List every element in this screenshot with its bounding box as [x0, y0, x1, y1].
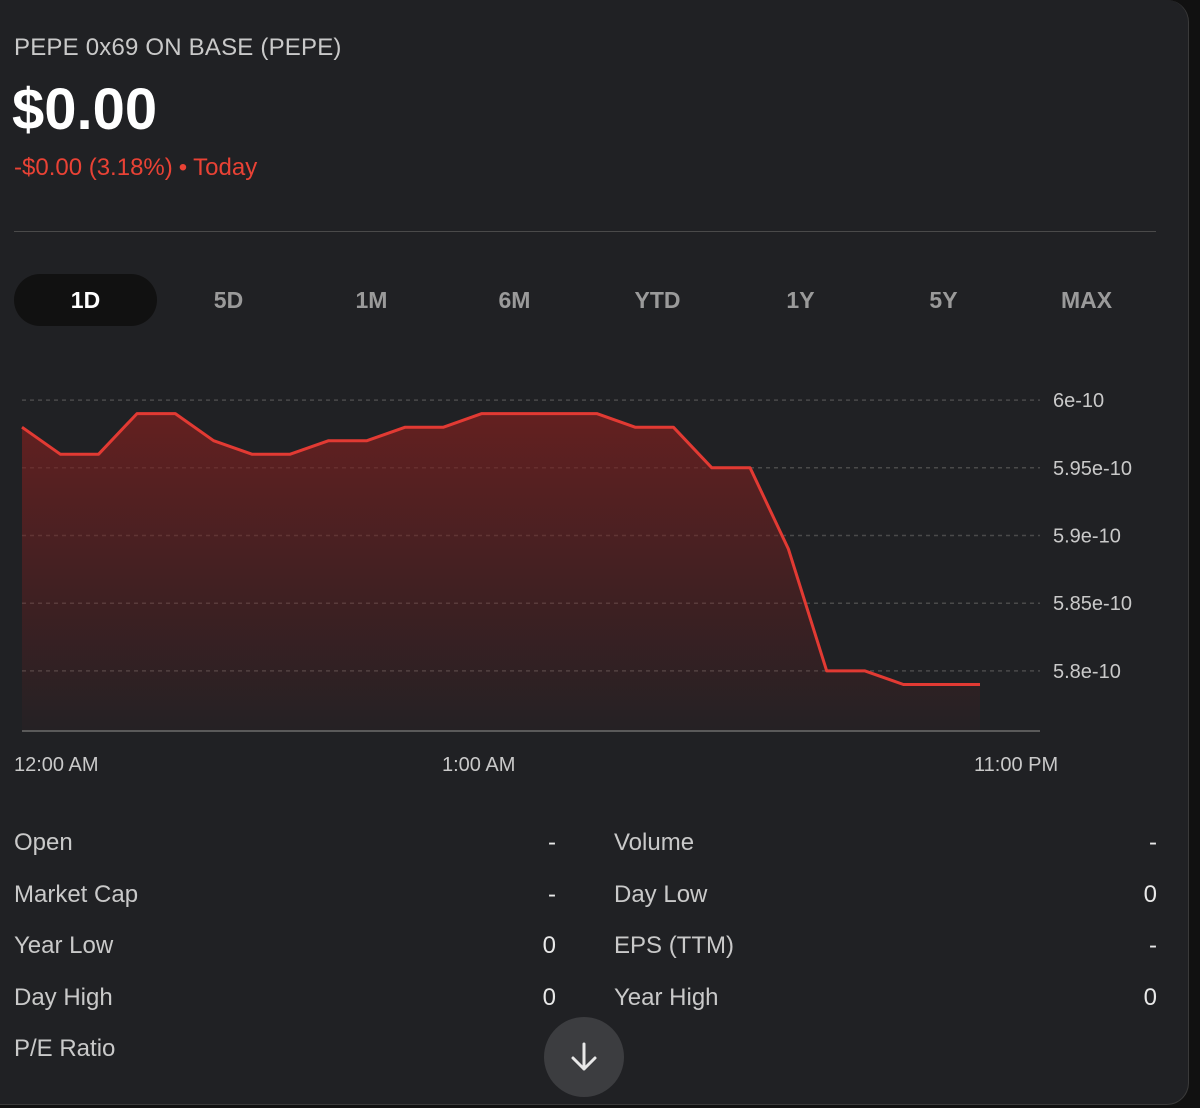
range-tab-1d[interactable]: 1D — [14, 274, 157, 326]
stat-day-high-value: 0 — [542, 984, 556, 1011]
y-tick-label: 6e-10 — [1053, 390, 1104, 412]
stat-day-high-label: Day High — [14, 984, 113, 1011]
stat-volume-value: - — [1149, 829, 1157, 856]
stat-year-high-value: 0 — [1143, 984, 1157, 1011]
stat-market-cap-label: Market Cap — [14, 881, 139, 908]
stat-year-low-value: 0 — [542, 932, 556, 959]
range-tab-1m[interactable]: 1M — [355, 286, 388, 313]
stat-day-low-value: 0 — [1143, 881, 1157, 908]
price-chart[interactable]: 6e-10 5.95e-10 5.9e-10 5.85e-10 5.8e-10 — [0, 340, 1160, 740]
chart-price-line — [21, 412, 980, 686]
chart-area-fill — [22, 413, 980, 731]
stat-open-label: Open — [14, 829, 73, 856]
arrow-down-icon — [571, 1042, 597, 1071]
asset-name: PEPE 0x69 ON BASE (PEPE) — [14, 34, 342, 61]
change-separator: • — [178, 154, 188, 181]
y-tick-label: 5.85e-10 — [1053, 593, 1132, 615]
stat-day-low-label: Day Low — [614, 881, 708, 908]
range-tab-6m[interactable]: 6M — [498, 286, 531, 313]
stat-year-low-label: Year Low — [14, 932, 114, 959]
scroll-down-button[interactable] — [544, 1017, 624, 1097]
stat-pe-ratio-label: P/E Ratio — [14, 1035, 116, 1062]
range-tab-5d[interactable]: 5D — [213, 286, 244, 313]
current-price: $0.00 — [12, 77, 158, 142]
stat-market-cap-value: - — [548, 881, 556, 908]
y-tick-label: 5.9e-10 — [1053, 526, 1121, 548]
x-tick-label: 11:00 PM — [974, 754, 1059, 776]
x-tick-label: 12:00 AM — [14, 754, 99, 776]
x-tick-label: 1:00 AM — [442, 754, 516, 776]
stat-year-high-label: Year High — [614, 984, 719, 1011]
stat-open-value: - — [548, 829, 556, 856]
range-tabs: 1D 5D 1M 6M YTD 1Y 5Y MAX — [14, 274, 1158, 326]
change-amount: -$0.00 (3.18%) — [14, 154, 173, 181]
stat-eps-value: - — [1149, 932, 1157, 959]
y-tick-label: 5.95e-10 — [1053, 458, 1132, 480]
range-tab-ytd[interactable]: YTD — [634, 286, 681, 313]
price-change: -$0.00 (3.18%) • Today — [14, 154, 257, 182]
y-tick-label: 5.8e-10 — [1053, 661, 1121, 683]
change-period: Today — [193, 154, 258, 181]
range-tab-1y[interactable]: 1Y — [786, 286, 815, 313]
stat-volume-label: Volume — [614, 829, 695, 856]
range-tab-5y[interactable]: 5Y — [929, 286, 958, 313]
stat-eps-label: EPS (TTM) — [614, 932, 734, 959]
range-tab-max[interactable]: MAX — [1060, 286, 1113, 313]
header-divider — [14, 231, 1156, 232]
